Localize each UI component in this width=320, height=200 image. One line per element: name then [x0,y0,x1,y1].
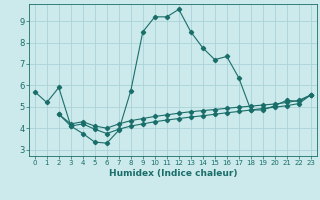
X-axis label: Humidex (Indice chaleur): Humidex (Indice chaleur) [108,169,237,178]
